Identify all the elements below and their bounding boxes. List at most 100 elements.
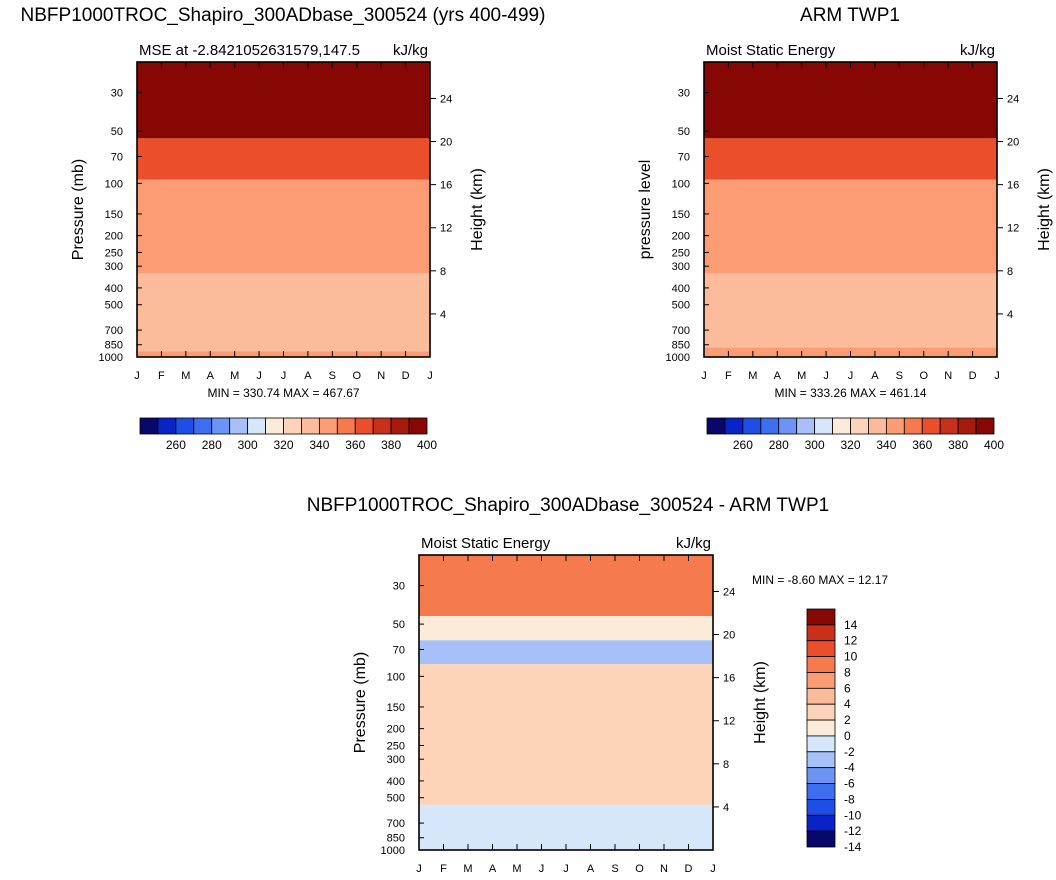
- y-tick-label: 30: [393, 581, 405, 593]
- colorbar-label: 8: [844, 665, 851, 679]
- colorbar-swatch: [724, 417, 744, 435]
- x-tick-label: A: [207, 370, 215, 382]
- colorbar-swatch: [806, 814, 836, 832]
- colorbar-swatch: [806, 719, 836, 737]
- right-axis-label: Height (km): [1036, 168, 1053, 251]
- x-tick-label: A: [871, 370, 879, 382]
- y-axis-label: Pressure (mb): [70, 159, 87, 260]
- right-tick-label: 4: [440, 309, 446, 321]
- y-tick-label: 150: [105, 209, 123, 221]
- colorbar-label: 280: [769, 438, 789, 452]
- colorbar-swatch: [885, 417, 905, 435]
- colorbar-swatch: [806, 767, 836, 784]
- x-tick-label: D: [685, 863, 693, 875]
- colorbar-label: -14: [844, 840, 862, 854]
- colorbar-swatch: [806, 608, 836, 626]
- x-tick-label: F: [158, 370, 165, 382]
- left-string: Moist Static Energy: [421, 535, 551, 552]
- x-tick-label: M: [512, 863, 521, 875]
- colorbar-label: -10: [844, 808, 862, 822]
- y-tick-label: 70: [393, 644, 405, 656]
- x-tick-label: J: [134, 370, 140, 382]
- colorbar-swatch: [229, 417, 249, 435]
- x-tick-label: M: [463, 863, 472, 875]
- colorbar-label: 380: [948, 438, 968, 452]
- colorbar-swatch: [850, 417, 869, 435]
- left-string: Moist Static Energy: [706, 42, 836, 59]
- colorbar-label: 360: [912, 438, 932, 452]
- colorbar-swatch: [939, 417, 959, 435]
- colorbar-swatch: [806, 624, 836, 642]
- level-band-upper-troposphere: [419, 664, 713, 805]
- colorbar-label: 400: [417, 438, 437, 452]
- y-tick-label: 200: [672, 231, 690, 243]
- colorbar-swatch: [778, 417, 798, 435]
- y-tick-label: 850: [672, 340, 690, 352]
- colorbar-swatch: [903, 417, 923, 435]
- colorbar-label: 14: [844, 618, 858, 632]
- right-tick-label: 4: [723, 802, 729, 814]
- colorbar-label: 360: [345, 438, 365, 452]
- y-tick-label: 150: [672, 209, 690, 221]
- colorbar-label: 300: [805, 438, 825, 452]
- y-tick-label: 30: [678, 88, 690, 100]
- colorbar-swatch: [336, 417, 356, 435]
- contour-fills: [704, 62, 997, 357]
- x-tick-label: J: [281, 370, 287, 382]
- right-string: kJ/kg: [960, 42, 995, 59]
- y-tick-label: 850: [105, 340, 123, 352]
- right-axis-label: Height (km): [752, 661, 769, 744]
- right-tick-label: 16: [440, 180, 452, 192]
- colorbar-label: 0: [844, 729, 851, 743]
- x-tick-label: J: [539, 863, 545, 875]
- y-tick-label: 100: [387, 671, 405, 683]
- right-string: kJ/kg: [676, 535, 711, 552]
- level-band-upper-band: [419, 616, 713, 641]
- colorbar-swatch: [975, 417, 995, 435]
- colorbar-swatch: [806, 783, 836, 800]
- level-band-upper-troposphere: [704, 179, 997, 274]
- colorbar-swatch: [806, 703, 836, 721]
- right-tick-label: 8: [723, 759, 729, 771]
- y-tick-label: 250: [672, 247, 690, 259]
- colorbar-label: -4: [844, 761, 855, 775]
- x-tick-label: J: [563, 863, 569, 875]
- colorbar-swatch: [806, 799, 836, 816]
- right-tick-label: 12: [440, 223, 452, 235]
- colorbar-label: 2: [844, 713, 851, 727]
- y-tick-label: 300: [672, 261, 690, 273]
- x-tick-label: S: [329, 370, 336, 382]
- y-tick-label: 200: [387, 724, 405, 736]
- right-tick-label: 24: [723, 586, 735, 598]
- level-band-stratosphere: [704, 62, 997, 139]
- right-tick-label: 24: [1007, 93, 1019, 105]
- y-tick-label: 100: [105, 178, 123, 190]
- colorbar-swatch: [139, 417, 159, 435]
- x-tick-label: J: [701, 370, 707, 382]
- x-tick-label: J: [823, 370, 829, 382]
- level-band-tropopause-band: [419, 640, 713, 665]
- y-axis-label: Pressure (mb): [352, 652, 369, 753]
- right-string: kJ/kg: [393, 42, 428, 59]
- y-tick-label: 500: [387, 793, 405, 805]
- y-tick-label: 70: [678, 151, 690, 163]
- colorbar-label: 320: [273, 438, 293, 452]
- chart-title: ARM TWP1: [800, 5, 900, 26]
- colorbar-label: 260: [733, 438, 753, 452]
- colorbar-swatch: [706, 417, 726, 435]
- colorbar-swatch: [283, 417, 302, 435]
- colorbar-swatch: [318, 417, 338, 435]
- x-tick-label: F: [725, 370, 732, 382]
- colorbar-label: 320: [840, 438, 860, 452]
- colorbar-swatch: [301, 417, 320, 435]
- stats-text: MIN = -8.60 MAX = 12.17: [752, 573, 888, 587]
- colorbar-swatch: [265, 417, 284, 435]
- y-tick-label: 1000: [381, 845, 405, 857]
- colorbar-swatch: [806, 830, 836, 848]
- colorbar-label: 260: [166, 438, 186, 452]
- x-tick-label: J: [848, 370, 854, 382]
- right-tick-labels: 24 20 16 12 8 4: [713, 586, 735, 814]
- x-tick-label: A: [774, 370, 782, 382]
